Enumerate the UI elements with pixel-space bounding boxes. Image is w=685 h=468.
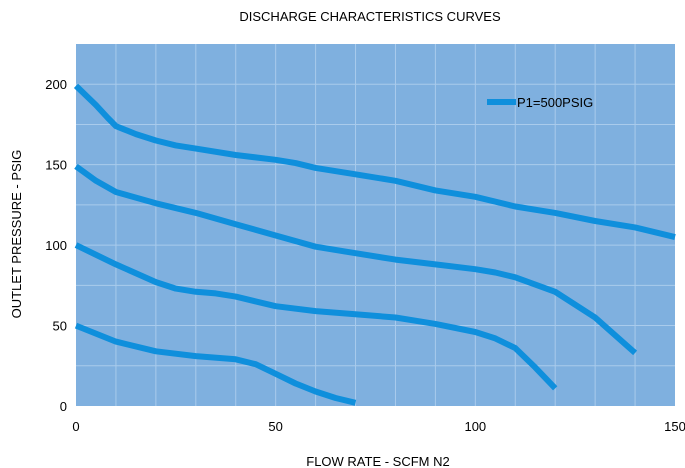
x-tick-label: 50 xyxy=(268,419,282,434)
y-tick-label: 0 xyxy=(60,399,67,414)
y-tick-label: 200 xyxy=(45,77,67,92)
y-tick-label: 50 xyxy=(53,319,67,334)
legend: P1=500PSIG xyxy=(487,95,593,110)
plot-area xyxy=(76,44,675,406)
chart-title: DISCHARGE CHARACTERISTICS CURVES xyxy=(239,9,501,24)
y-axis-title: OUTLET PRESSURE - PSIG xyxy=(9,150,24,319)
legend-label-p1: P1=500PSIG xyxy=(517,95,593,110)
x-axis-title: FLOW RATE - SCFM N2 xyxy=(306,454,449,468)
curve-2 xyxy=(74,163,638,356)
x-tick-label: 100 xyxy=(464,419,486,434)
y-tick-label: 100 xyxy=(45,238,67,253)
horizontal-grid-lines xyxy=(76,83,675,367)
x-tick-labels: 0 50 100 150 xyxy=(72,419,685,434)
curve-1 xyxy=(73,83,676,241)
x-tick-label: 150 xyxy=(664,419,685,434)
curve-4 xyxy=(74,322,357,406)
y-tick-labels: 0 50 100 150 200 xyxy=(45,77,67,414)
y-tick-label: 150 xyxy=(45,158,67,173)
x-tick-label: 0 xyxy=(72,419,79,434)
curves-group xyxy=(73,83,676,406)
curve-3 xyxy=(74,242,558,391)
